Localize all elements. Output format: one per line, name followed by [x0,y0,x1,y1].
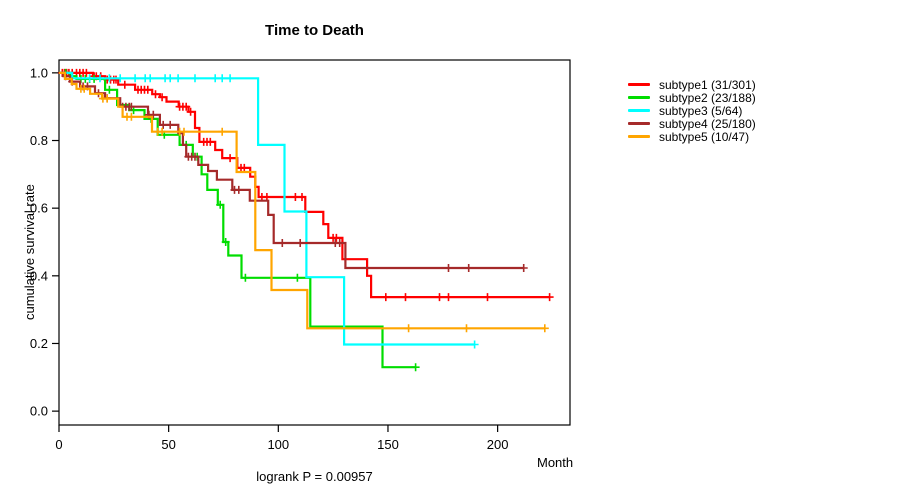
legend-label-subtype2: subtype2 (23/188) [659,90,756,105]
y-tick-label: 0.8 [30,133,48,148]
y-axis-label: cumulative survival rate [22,184,37,320]
legend-item-subtype3: subtype3 (5/64) [628,103,756,118]
y-tick-label: 0.2 [30,336,48,351]
x-tick-label: 0 [55,437,62,452]
legend-item-subtype1: subtype1 (31/301) [628,77,756,92]
survival-curve-subtype1 [59,71,550,299]
y-tick-label: 1.0 [30,65,48,80]
legend-label-subtype4: subtype4 (25/180) [659,116,756,131]
censor-marks-subtype5 [76,84,549,333]
survival-curve-subtype4 [59,71,524,270]
legend: subtype1 (31/301) subtype2 (23/188) subtyp… [628,77,756,144]
survival-curve-subtype5 [59,71,545,330]
survival-curve-subtype2 [59,71,416,369]
legend-item-subtype4: subtype4 (25/180) [628,116,756,131]
plot-frame [58,59,571,426]
legend-label-subtype5: subtype5 (10/47) [659,129,750,144]
x-axis-label: Month [537,455,574,470]
legend-label-subtype1: subtype1 (31/301) [659,77,756,92]
legend-label-subtype3: subtype3 (5/64) [659,103,743,118]
x-tick-label: 150 [377,437,399,452]
x-tick-label: 200 [487,437,509,452]
survival-curve-subtype3 [59,71,475,346]
x-tick-label: 50 [161,437,175,452]
legend-swatch-subtype4 [628,122,650,125]
y-tick-label: 0.4 [30,268,48,283]
logrank-annotation: logrank P = 0.00957 [256,469,373,484]
legend-swatch-subtype2 [628,96,650,99]
legend-swatch-subtype5 [628,135,650,138]
legend-item-subtype2: subtype2 (23/188) [628,90,756,105]
chart-title: Time to Death [265,22,364,39]
legend-swatch-subtype1 [628,83,650,86]
y-tick-label: 0.6 [30,201,48,216]
x-tick-label: 100 [267,437,289,452]
legend-item-subtype5: subtype5 (10/47) [628,129,756,144]
censor-marks-subtype3 [85,74,479,349]
y-tick-label: 0.0 [30,404,48,419]
legend-swatch-subtype3 [628,109,650,112]
